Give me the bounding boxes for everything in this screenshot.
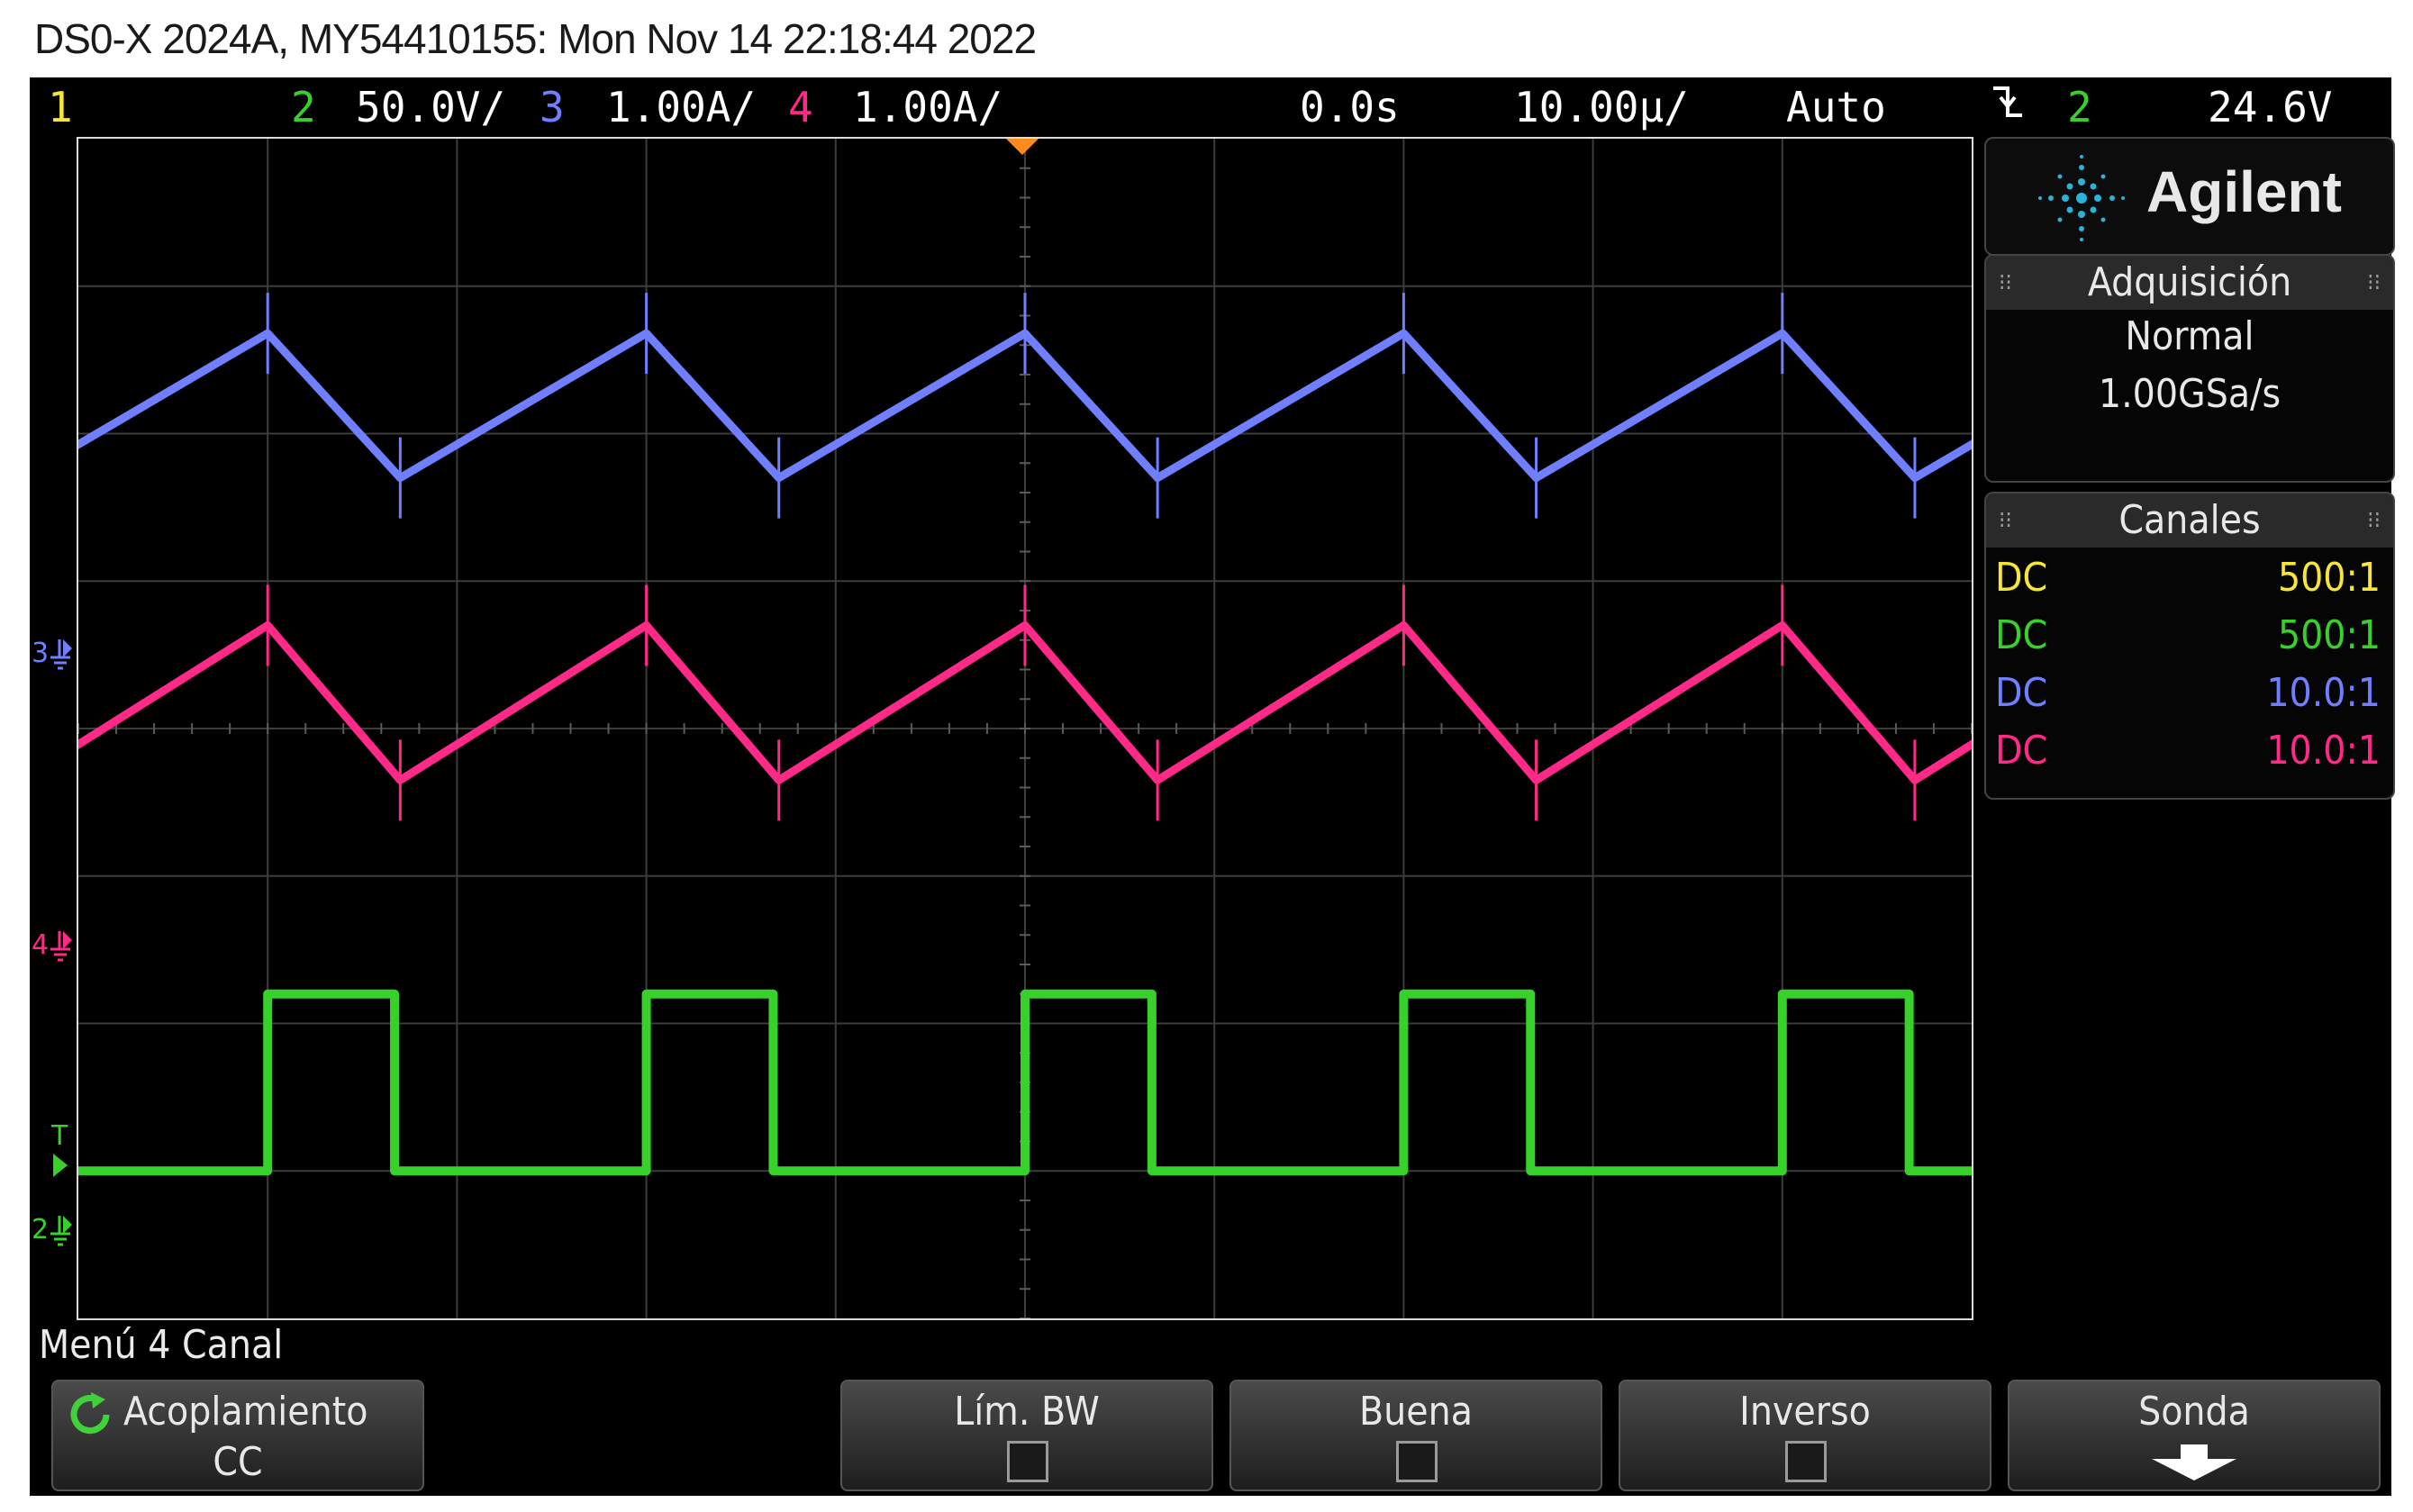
arrow-down-icon [2152, 1444, 2236, 1490]
brand-logo: Agilent [2146, 159, 2342, 224]
window-title: DS0-X 2024A, MY54410155: Mon Nov 14 22:1… [34, 15, 1037, 62]
info-sidebar: Agilent ⁝⁝ Adquisición ⁝⁝ Normal 1.00GSa… [1984, 137, 2395, 800]
channel-row-1: DC 500:1 [1995, 555, 2381, 601]
coupling-softkey[interactable]: Acoplamiento CC [51, 1380, 424, 1491]
channel-4-indicator[interactable]: 4 [788, 83, 813, 131]
oscilloscope-screen: 1 2 50.0V/ 3 1.00A/ 4 1.00A/ 0.0s 10.00µ… [0, 77, 2413, 1496]
trigger-mode: Auto [1786, 83, 1886, 131]
time-delay: 0.0s [1300, 83, 1400, 131]
acquisition-mode: Normal [2125, 313, 2254, 359]
channel-row-3: DC 10.0:1 [1995, 670, 2381, 716]
bw-limit-checkbox[interactable] [1007, 1441, 1048, 1482]
channel-2-scale: 50.0V/ [356, 83, 506, 131]
waveform-plot [0, 138, 2413, 1319]
channel-row-2: DC 500:1 [1995, 612, 2381, 658]
graticule [77, 138, 1973, 1319]
channel-3-scale: 1.00A/ [606, 83, 757, 131]
trigger-source: 2 [2067, 83, 2092, 131]
bw-limit-softkey[interactable]: Lím. BW [840, 1380, 1213, 1491]
trigger-level-marker[interactable]: T [51, 1120, 69, 1179]
grip-icon: ⁝⁝ [1999, 507, 2012, 534]
channel-row-4: DC 10.0:1 [1995, 728, 2381, 774]
time-scale: 10.00µ/ [1514, 83, 1689, 131]
sample-rate: 1.00GSa/s [2098, 371, 2281, 417]
channel-4-scale: 1.00A/ [853, 83, 1003, 131]
probe-softkey[interactable]: Sonda [2008, 1380, 2381, 1491]
invert-label: Inverso [1739, 1389, 1871, 1435]
brand-panel: Agilent [1984, 137, 2395, 256]
channel-markers: 3 4 T 2 [30, 137, 77, 1317]
waveform-line [0, 989, 2413, 1176]
trace-channel-2 [0, 989, 2413, 1176]
menu-title: Menú 4 Canal [39, 1322, 284, 1368]
bw-limit-label: Lím. BW [954, 1389, 1100, 1435]
channel-4-ground-marker[interactable]: 4 [32, 929, 73, 965]
acquisition-header: ⁝⁝ Adquisición ⁝⁝ [1986, 256, 2393, 310]
acquisition-panel[interactable]: ⁝⁝ Adquisición ⁝⁝ Normal 1.00GSa/s [1984, 254, 2395, 483]
channels-header: ⁝⁝ Canales ⁝⁝ [1986, 493, 2393, 548]
channel-1-indicator[interactable]: 1 [48, 83, 73, 131]
invert-checkbox[interactable] [1785, 1441, 1827, 1482]
fine-checkbox[interactable] [1396, 1441, 1438, 1482]
trigger-position-marker [1006, 139, 1039, 155]
waveform-display[interactable] [0, 137, 2413, 1320]
grip-icon: ⁝⁝ [2367, 507, 2381, 534]
channels-panel[interactable]: ⁝⁝ Canales ⁝⁝ DC 500:1 DC 500:1 DC 10.0:… [1984, 492, 2395, 800]
channel-3-indicator[interactable]: 3 [540, 83, 565, 131]
coupling-label: Acoplamiento [123, 1389, 368, 1435]
invert-softkey[interactable]: Inverso [1619, 1380, 1991, 1491]
fine-softkey[interactable]: Buena [1229, 1380, 1602, 1491]
agilent-spark-icon [2037, 155, 2127, 245]
fine-label: Buena [1359, 1389, 1473, 1435]
channel-2-ground-marker[interactable]: 2 [32, 1214, 73, 1250]
falling-edge-icon [1991, 81, 2024, 132]
rotate-knob-icon [66, 1390, 114, 1449]
status-bar: 1 2 50.0V/ 3 1.00A/ 4 1.00A/ 0.0s 10.00µ… [30, 77, 2391, 137]
trigger-level: 24.6V [2208, 83, 2333, 131]
channel-2-indicator[interactable]: 2 [291, 83, 316, 131]
grip-icon: ⁝⁝ [2367, 269, 2381, 296]
coupling-value: CC [213, 1439, 263, 1485]
channel-3-ground-marker[interactable]: 3 [32, 638, 73, 674]
grip-icon: ⁝⁝ [1999, 269, 2012, 296]
probe-label: Sonda [2138, 1389, 2250, 1435]
